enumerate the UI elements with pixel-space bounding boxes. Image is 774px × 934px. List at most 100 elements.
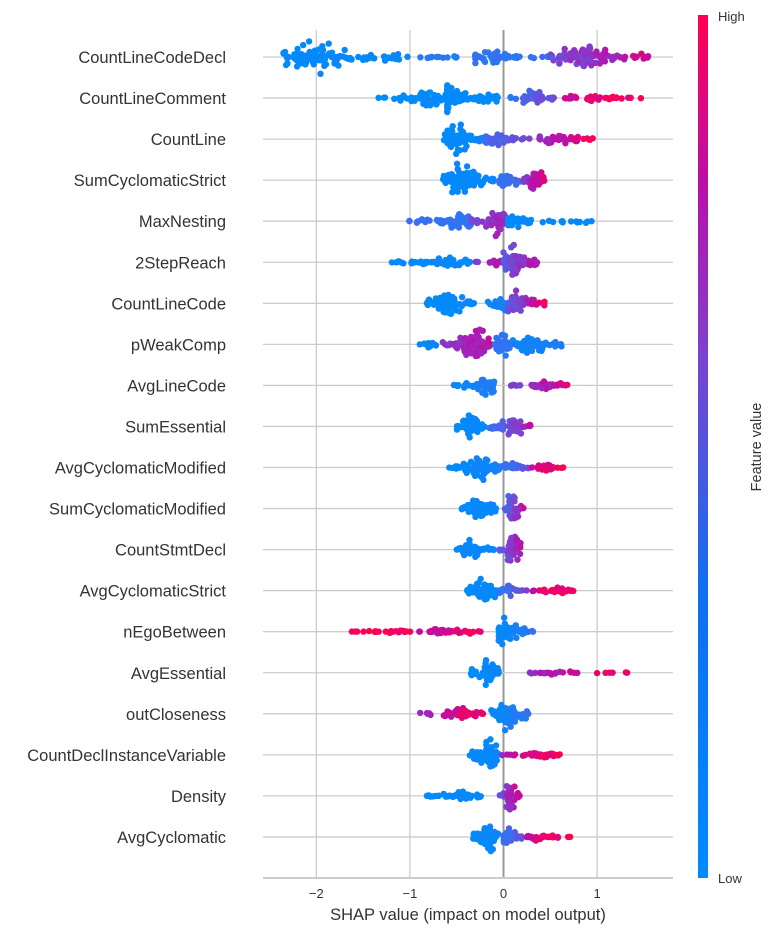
shap-point — [354, 628, 361, 635]
shap-point — [567, 94, 574, 102]
shap-point — [510, 710, 517, 718]
shap-point — [516, 792, 523, 799]
shap-point — [437, 629, 445, 637]
feature-label: SumEssential — [125, 418, 226, 436]
shap-point — [467, 94, 474, 102]
shap-point — [429, 339, 436, 347]
shap-point — [481, 138, 488, 145]
shap-point — [375, 94, 382, 102]
shap-point — [534, 337, 541, 344]
shap-point — [419, 92, 426, 100]
shap-point — [512, 287, 520, 294]
shap-point — [460, 423, 467, 430]
shap-point — [443, 304, 450, 311]
shap-point — [499, 340, 506, 348]
shap-point — [491, 50, 498, 57]
shap-point — [457, 259, 464, 266]
shap-point — [493, 58, 501, 66]
shap-point — [547, 94, 554, 102]
shap-point — [505, 257, 513, 264]
shap-point — [516, 587, 523, 594]
shap-point — [478, 425, 486, 432]
shap-point — [505, 492, 512, 500]
shap-point — [534, 176, 541, 184]
shap-point — [625, 94, 632, 101]
shap-point — [504, 838, 511, 845]
shap-point — [408, 260, 415, 267]
shap-point — [508, 293, 516, 301]
shap-point — [509, 337, 517, 344]
shap-point — [528, 301, 536, 308]
shap-point — [476, 831, 484, 838]
shap-point — [494, 214, 501, 221]
x-axis-label: SHAP value (impact on model output) — [330, 906, 606, 924]
colorbar-title: Feature value — [749, 403, 765, 492]
feature-label: SumCyclomaticModified — [49, 501, 226, 519]
shap-point — [454, 188, 461, 195]
shap-point — [440, 712, 447, 719]
colorbar-gradient — [698, 15, 708, 878]
shap-point — [521, 218, 528, 225]
shap-point — [516, 628, 524, 636]
shap-point — [447, 259, 454, 266]
shap-point — [580, 62, 587, 69]
shap-point — [435, 305, 442, 312]
shap-point — [502, 626, 509, 633]
shap-point — [494, 751, 501, 758]
shap-point — [477, 349, 485, 357]
shap-point — [463, 163, 471, 170]
shap-point — [484, 827, 491, 834]
shap-point — [623, 669, 631, 676]
shap-point — [558, 381, 565, 388]
feature-label: CountLineCode — [111, 295, 226, 313]
shap-point — [472, 327, 480, 335]
shap-point — [456, 793, 463, 800]
shap-point — [444, 108, 451, 116]
shap-point — [481, 58, 489, 65]
shap-point — [609, 669, 616, 676]
shap-point — [500, 256, 507, 264]
shap-point — [613, 94, 620, 102]
shap-point — [536, 835, 544, 843]
shap-point — [481, 839, 488, 846]
shap-point — [479, 509, 486, 516]
shap-point — [558, 343, 565, 350]
x-tick-label: 0 — [500, 886, 507, 901]
shap-point — [298, 60, 305, 67]
shap-point — [444, 104, 451, 111]
colorbar-low-label: Low — [718, 871, 742, 886]
shap-point — [459, 505, 466, 512]
feature-label: AvgCyclomaticStrict — [80, 583, 227, 601]
shap-point — [453, 174, 460, 181]
shap-point — [589, 135, 596, 142]
shap-point — [539, 94, 546, 102]
shap-point — [489, 425, 496, 432]
shap-point — [494, 830, 502, 837]
shap-point — [456, 711, 463, 718]
shap-point — [472, 59, 479, 67]
shap-point — [508, 789, 515, 797]
shap-point — [468, 669, 475, 676]
shap-point — [517, 418, 524, 425]
shap-point — [564, 381, 571, 388]
shap-point — [302, 59, 310, 66]
shap-point — [510, 515, 518, 522]
feature-rows: CountLineCodeDecl CountLineComment CountLi… — [27, 49, 226, 847]
shap-point — [482, 174, 490, 181]
shap-point — [526, 421, 534, 428]
shap-point — [496, 624, 503, 631]
shap-point — [500, 709, 508, 716]
shap-point — [513, 535, 520, 543]
shap-point — [499, 752, 506, 759]
shap-point — [434, 217, 442, 225]
shap-point — [468, 216, 475, 223]
shap-point — [492, 261, 500, 268]
shap-point — [573, 94, 580, 102]
colorbar-high-label: High — [718, 9, 745, 24]
shap-point — [574, 669, 581, 676]
shap-point — [505, 217, 512, 225]
shap-point — [328, 53, 335, 60]
shap-point — [435, 792, 442, 800]
shap-point — [643, 54, 651, 61]
shap-point — [529, 343, 536, 350]
